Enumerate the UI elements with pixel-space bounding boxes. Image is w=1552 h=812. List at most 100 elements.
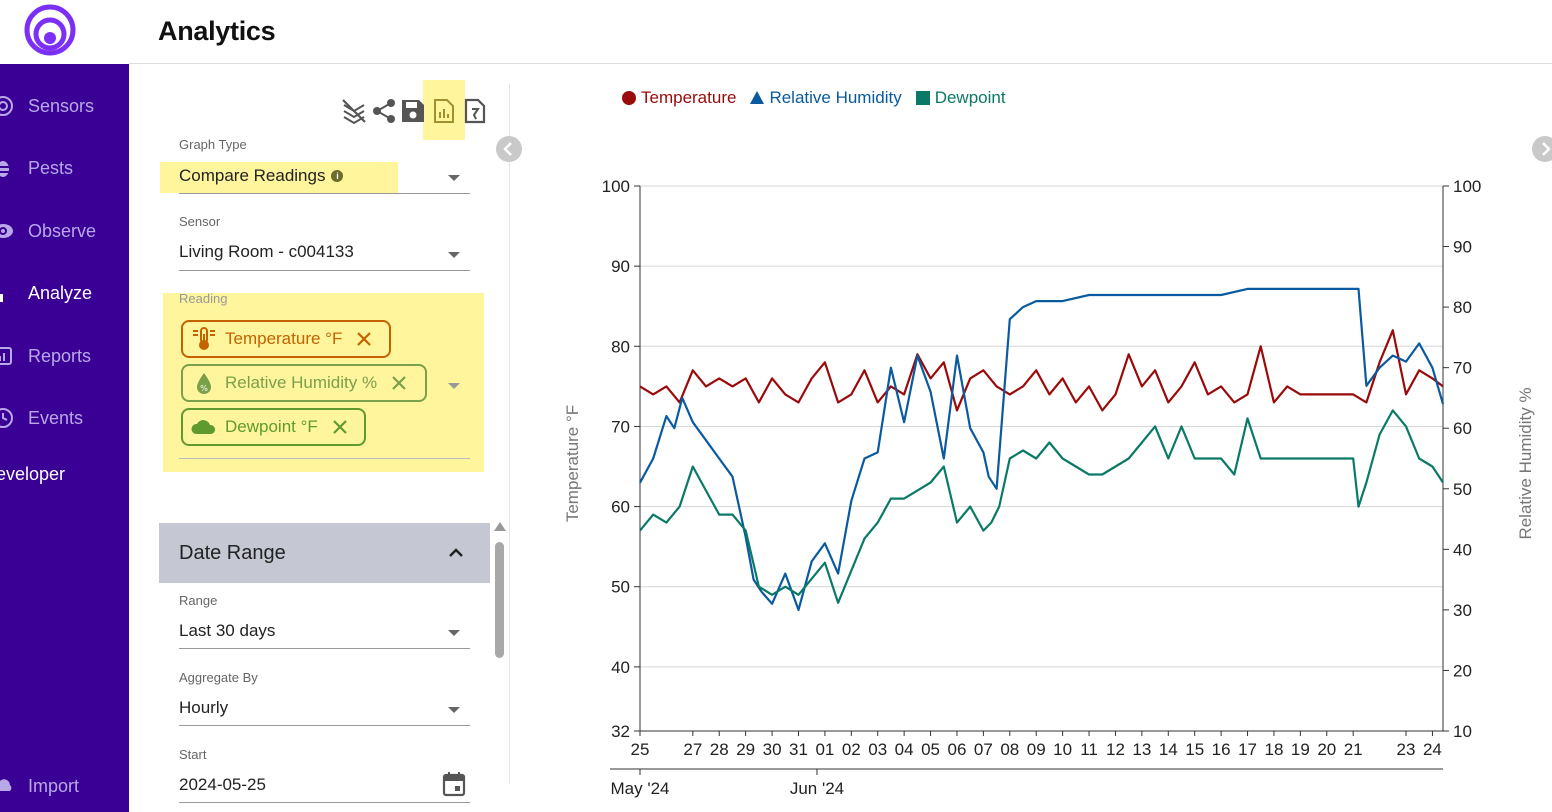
panel-scrollbar[interactable] <box>495 542 504 658</box>
eye-icon <box>0 224 13 238</box>
y-right-tick-label: 10 <box>1453 722 1472 741</box>
y-left-tick-label: 90 <box>611 257 630 276</box>
line-chart[interactable]: 100 90 80 70 60 50 40 32 100 90 80 70 60 50 40 30 20 10 Te… <box>510 150 1552 812</box>
y-right-tick-label: 40 <box>1453 540 1472 559</box>
sidebar-item-developer[interactable]: eveloper <box>0 464 66 484</box>
month-label: Jun '24 <box>790 779 844 798</box>
sidebar-item-events[interactable]: Events <box>0 398 129 438</box>
cloud-upload-icon <box>0 779 12 791</box>
chip-label: Relative Humidity % <box>225 373 378 392</box>
y-right-tick-label: 80 <box>1453 298 1472 317</box>
sensor-label: Sensor <box>179 214 221 229</box>
range-select[interactable]: Last 30 days <box>179 621 276 640</box>
x-tick-label: 08 <box>1000 740 1019 759</box>
start-label: Start <box>179 747 207 762</box>
y-left-tick-label: 50 <box>611 578 630 597</box>
sidebar-item-import[interactable]: Import <box>0 766 129 806</box>
chip-relative-humidity[interactable]: % Relative Humidity % <box>181 364 427 402</box>
page-title: Analytics <box>158 16 276 46</box>
sidebar: Sensors Pests Observe Analyze Reports Ev… <box>0 64 129 812</box>
y-right-tick-label: 60 <box>1453 419 1472 438</box>
x-tick-label: 23 <box>1397 740 1416 759</box>
chevron-up-icon[interactable] <box>447 544 465 562</box>
reading-label: Reading <box>179 291 228 306</box>
square-marker-icon <box>915 91 930 105</box>
sidebar-item-label: Pests <box>28 157 74 178</box>
collapse-panel-button[interactable] <box>496 136 522 162</box>
date-range-header[interactable]: Date Range <box>159 523 490 583</box>
graph-type-value: Compare Readings <box>179 166 326 185</box>
y-right-tick-label: 50 <box>1453 480 1472 499</box>
x-tick-label: 04 <box>895 740 914 759</box>
clock-icon <box>0 408 13 428</box>
sensor-dropdown-icon[interactable] <box>448 252 460 258</box>
expand-right-button[interactable] <box>1532 136 1552 162</box>
x-tick-label: 31 <box>789 740 808 759</box>
chip-label: Dewpoint °F <box>225 417 318 436</box>
x-tick-label: 21 <box>1344 740 1363 759</box>
remove-chip-icon[interactable] <box>391 375 407 391</box>
reading-dropdown-icon[interactable] <box>448 383 460 389</box>
y-left-tick-label: 40 <box>611 658 630 677</box>
export-csv-icon[interactable] <box>461 97 489 125</box>
graph-type-dropdown-icon[interactable] <box>448 175 460 181</box>
scroll-up-arrow[interactable] <box>494 522 506 531</box>
sidebar-item-analyze[interactable]: Analyze <box>0 273 129 313</box>
aggregate-underline <box>179 725 470 726</box>
x-tick-label: 03 <box>868 740 887 759</box>
x-tick-label: 07 <box>974 740 993 759</box>
app-logo-icon[interactable] <box>24 4 76 56</box>
export-chart-icon[interactable] <box>430 97 458 125</box>
sensor-select[interactable]: Living Room - c004133 <box>179 242 354 261</box>
start-underline <box>179 802 470 803</box>
sidebar-item-label: Observe <box>28 220 97 241</box>
save-icon[interactable] <box>399 97 427 125</box>
y-right-axis-title: Relative Humidity % <box>1516 387 1535 539</box>
sidebar-item-pests[interactable]: Pests <box>0 148 129 188</box>
x-tick-label: 16 <box>1212 740 1231 759</box>
hide-lines-icon[interactable] <box>340 97 368 125</box>
sidebar-item-reports[interactable]: Reports <box>0 336 129 376</box>
x-tick-label: 05 <box>921 740 940 759</box>
series-line-relative-humidity <box>639 287 1445 611</box>
aggregate-dropdown-icon[interactable] <box>448 707 460 713</box>
range-dropdown-icon[interactable] <box>448 630 460 636</box>
legend-label: Dewpoint <box>934 88 1006 107</box>
thermometer-icon <box>193 327 215 350</box>
legend-label: Relative Humidity <box>769 88 902 107</box>
aggregate-select[interactable]: Hourly <box>179 698 229 717</box>
graph-type-select[interactable]: Compare Readings i <box>179 166 344 186</box>
share-icon[interactable] <box>370 97 398 125</box>
legend-label: Temperature <box>641 88 737 107</box>
y-left-tick-label: 60 <box>611 498 630 517</box>
legend-item-dewpoint[interactable]: Dewpoint <box>915 88 1006 108</box>
sidebar-item-sensors[interactable]: Sensors <box>0 86 129 126</box>
range-underline <box>179 648 470 649</box>
legend-item-humidity[interactable]: Relative Humidity <box>750 88 902 108</box>
remove-chip-icon[interactable] <box>332 419 348 435</box>
bug-icon <box>0 161 11 177</box>
x-tick-label: 30 <box>763 740 782 759</box>
remove-chip-icon[interactable] <box>356 331 372 347</box>
sidebar-item-observe[interactable]: Observe <box>0 211 129 251</box>
y-left-tick-label: 32 <box>611 722 630 741</box>
chip-temperature[interactable]: Temperature °F <box>181 320 391 358</box>
top-bar: Analytics <box>0 0 1552 64</box>
y-left-tick-label: 80 <box>611 337 630 356</box>
start-date-input[interactable]: 2024-05-25 <box>179 775 266 794</box>
report-icon <box>0 347 12 365</box>
chevron-right-icon <box>1542 142 1551 156</box>
chip-label: Temperature °F <box>225 329 343 348</box>
reading-underline <box>179 458 470 459</box>
legend-item-temperature[interactable]: Temperature <box>622 88 736 108</box>
sidebar-item-label: Import <box>28 775 80 796</box>
graph-type-underline <box>179 193 470 194</box>
chip-dewpoint[interactable]: Dewpoint °F <box>181 408 366 446</box>
month-label: May '24 <box>611 779 670 798</box>
sidebar-item-label: Reports <box>28 345 92 366</box>
sensors-icon <box>0 96 13 116</box>
calendar-icon[interactable] <box>442 771 466 797</box>
panel-divider <box>509 84 510 784</box>
sidebar-item-label: Analyze <box>28 282 93 303</box>
info-icon[interactable]: i <box>331 170 344 182</box>
